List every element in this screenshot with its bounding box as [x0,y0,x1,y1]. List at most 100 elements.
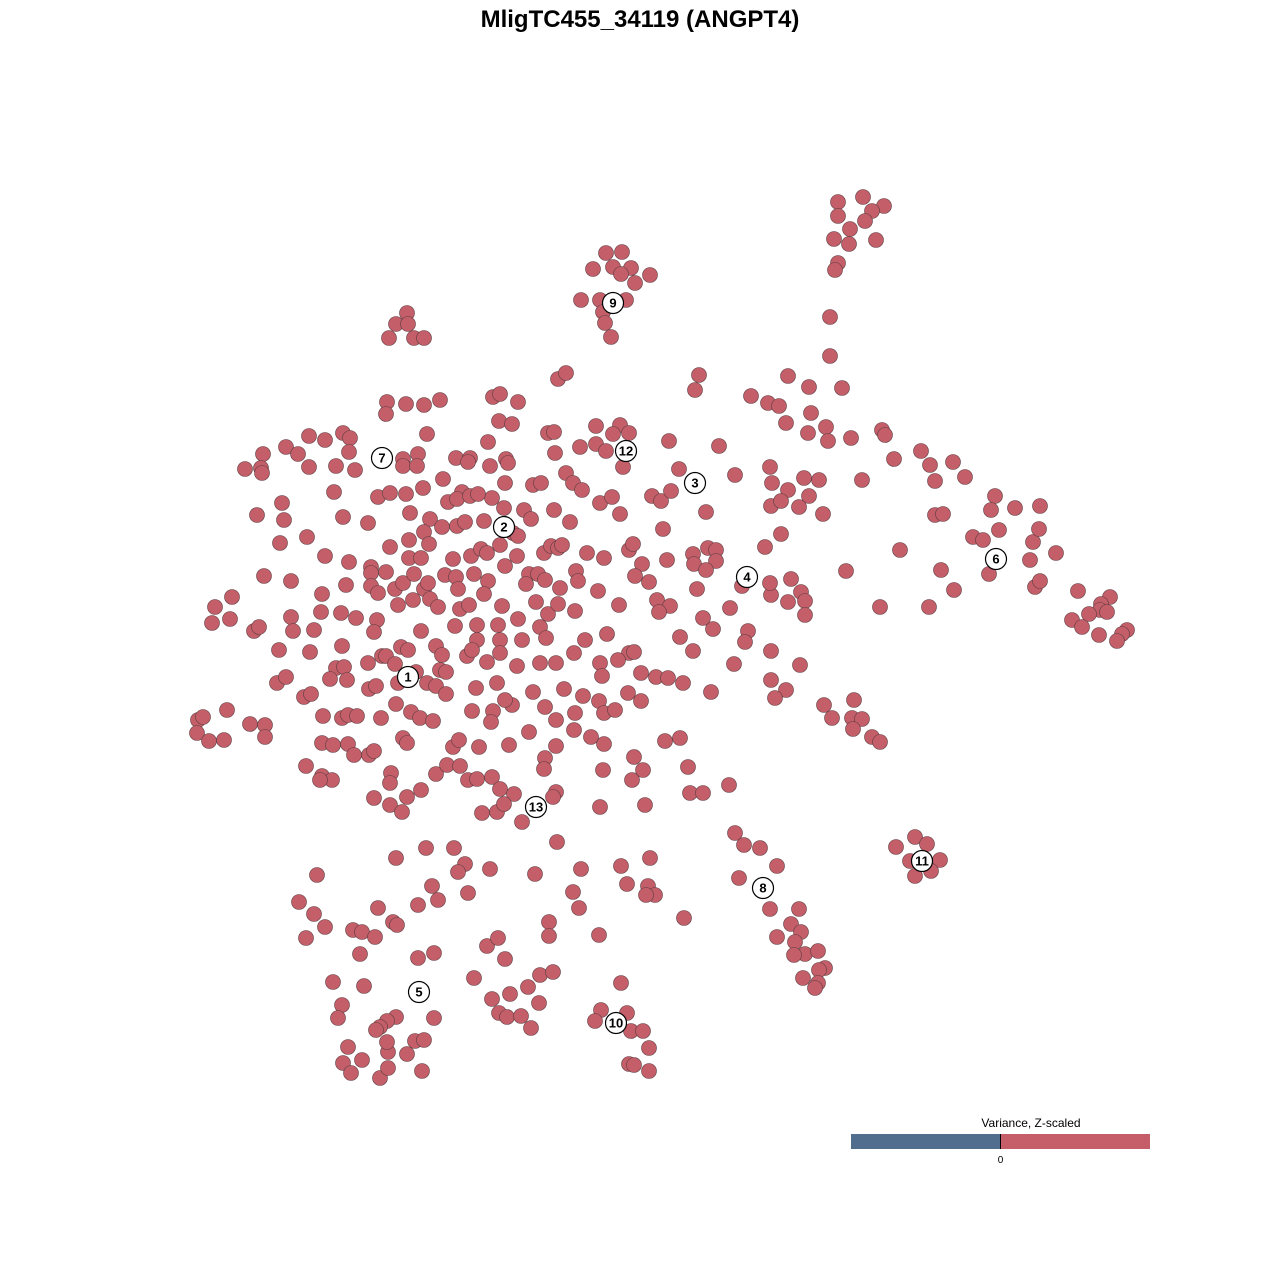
data-point [698,562,714,578]
data-point [370,900,386,916]
data-point [272,535,288,551]
data-point [435,471,451,487]
data-point [983,502,999,518]
data-point [452,758,468,774]
data-point [546,502,562,518]
data-point [457,514,473,530]
data-point [479,654,495,670]
data-point [672,730,688,746]
data-point [322,671,338,687]
data-point [540,606,556,622]
data-point [464,703,480,719]
data-point [778,415,794,431]
data-point [610,652,626,668]
cluster-label-text: 12 [619,444,633,459]
data-point [762,575,778,591]
data-point [1099,604,1115,620]
cluster-label: 13 [524,795,548,819]
data-point [450,581,466,597]
data-point [573,292,589,308]
data-point [594,668,610,684]
data-point [752,840,768,856]
data-point [763,643,779,659]
data-point [400,316,416,332]
data-point [826,231,842,247]
data-point [907,829,923,845]
data-point [762,459,778,475]
data-point [237,461,253,477]
data-point [390,597,406,613]
data-point [822,309,838,325]
data-point [892,542,908,558]
data-point [301,459,317,475]
data-point [418,840,434,856]
data-point [492,386,508,402]
data-point [438,664,454,680]
cluster-label-circle [524,795,548,819]
data-point [613,975,629,991]
data-point [336,659,352,675]
data-point [298,758,314,774]
data-point [378,406,394,422]
data-point [810,943,826,959]
data-point [299,529,315,545]
data-point [698,504,714,520]
data-point [497,558,513,574]
data-point [764,475,780,491]
data-point [605,426,621,442]
data-point [388,850,404,866]
data-point [430,599,446,615]
data-point [596,550,612,566]
data-point [991,522,1007,538]
data-point [597,315,613,331]
data-point [659,552,675,568]
data-point [641,574,657,590]
data-point [468,680,484,696]
data-point [406,566,422,582]
data-point [489,675,505,691]
data-point [703,684,719,700]
data-point [514,632,530,648]
data-point [497,475,513,491]
data-point [207,599,223,615]
data-point [549,834,565,850]
data-point [315,708,331,724]
data-point [483,714,499,730]
data-point [523,511,539,527]
cluster-label-text: 7 [378,451,385,466]
data-point [382,539,398,555]
data-point [334,997,350,1013]
data-point [663,483,679,499]
data-point [595,762,611,778]
data-point [313,604,329,620]
data-point [792,657,808,673]
data-point [592,655,608,671]
data-point [801,379,817,395]
data-point [791,901,807,917]
data-point [317,548,333,564]
cluster-label-circle [683,471,707,495]
data-point [368,1022,384,1038]
data-point [342,430,358,446]
data-point [484,490,500,506]
data-point [592,799,608,815]
data-point [434,519,450,535]
data-point [314,586,330,602]
data-point [497,951,513,967]
data-point [330,1010,346,1026]
data-point [547,445,563,461]
data-point [975,532,991,548]
data-point [419,426,435,442]
data-point [256,568,272,584]
data-point [491,413,507,429]
data-point [224,589,240,605]
data-point [783,571,799,587]
data-point [476,586,492,602]
data-point [695,785,711,801]
data-point [439,757,455,773]
data-point [527,866,543,882]
cluster-label-text: 3 [691,476,698,491]
data-point [382,485,398,501]
data-point [496,796,512,812]
data-point [510,528,526,544]
